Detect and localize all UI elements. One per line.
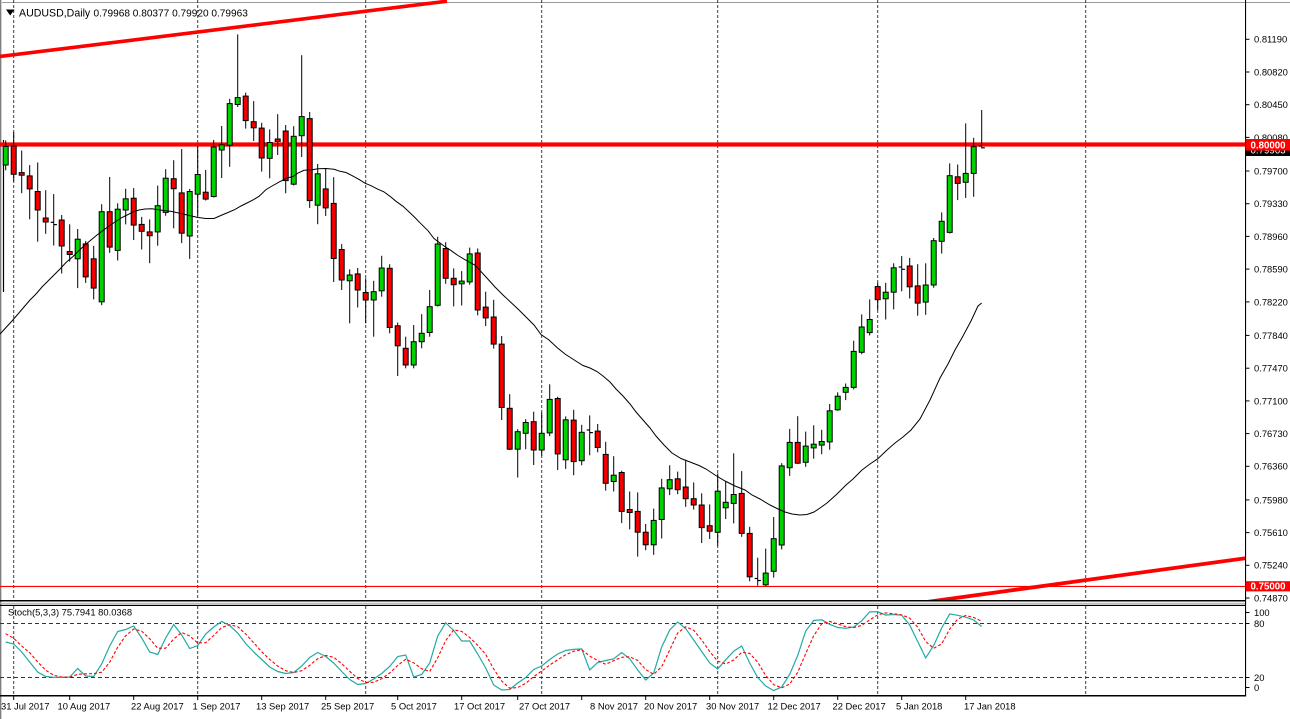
svg-text:0.80820: 0.80820: [1254, 66, 1288, 77]
svg-text:0.78960: 0.78960: [1254, 231, 1288, 242]
svg-text:0.79700: 0.79700: [1254, 165, 1288, 176]
svg-text:80: 80: [1254, 618, 1264, 629]
svg-text:5 Jan 2018: 5 Jan 2018: [896, 701, 942, 712]
svg-text:0.78220: 0.78220: [1254, 296, 1288, 307]
svg-text:0.79963: 0.79963: [1251, 146, 1286, 157]
svg-text:0.76360: 0.76360: [1254, 461, 1288, 472]
svg-text:0.77470: 0.77470: [1254, 363, 1288, 374]
svg-text:0: 0: [1254, 682, 1259, 693]
svg-text:22 Aug 2017: 22 Aug 2017: [131, 701, 184, 712]
svg-text:25 Sep 2017: 25 Sep 2017: [321, 701, 374, 712]
svg-text:0.77840: 0.77840: [1254, 330, 1288, 341]
svg-text:0.80000: 0.80000: [1251, 141, 1286, 152]
svg-text:0.80450: 0.80450: [1254, 99, 1288, 110]
svg-text:30 Nov 2017: 30 Nov 2017: [706, 701, 759, 712]
svg-text:31 Jul 2017: 31 Jul 2017: [1, 701, 49, 712]
svg-text:AUDUSD,Daily: AUDUSD,Daily: [19, 8, 91, 20]
svg-text:0.81190: 0.81190: [1254, 34, 1287, 45]
svg-text:20: 20: [1254, 672, 1264, 683]
svg-text:12 Dec 2017: 12 Dec 2017: [768, 701, 821, 712]
svg-text:17 Oct 2017: 17 Oct 2017: [454, 701, 505, 712]
svg-text:0.80080: 0.80080: [1254, 132, 1288, 143]
svg-text:8 Nov 2017: 8 Nov 2017: [590, 701, 638, 712]
svg-text:20 Nov 2017: 20 Nov 2017: [644, 701, 697, 712]
svg-text:0.75000: 0.75000: [1251, 582, 1286, 593]
svg-text:100: 100: [1254, 607, 1270, 618]
svg-text:27 Oct 2017: 27 Oct 2017: [519, 701, 570, 712]
svg-text:0.75240: 0.75240: [1254, 560, 1288, 571]
svg-text:Stoch(5,3,3) 75.7941 80.0368: Stoch(5,3,3) 75.7941 80.0368: [8, 606, 132, 617]
svg-text:17 Jan 2018: 17 Jan 2018: [964, 701, 1016, 712]
svg-text:0.75980: 0.75980: [1254, 494, 1288, 505]
svg-text:0.74870: 0.74870: [1254, 592, 1288, 603]
svg-text:0.78590: 0.78590: [1254, 264, 1288, 275]
svg-text:0.79968 0.80377 0.79920 0.7996: 0.79968 0.80377 0.79920 0.79963: [94, 9, 249, 20]
svg-text:1 Sep 2017: 1 Sep 2017: [193, 701, 241, 712]
svg-text:0.76730: 0.76730: [1254, 428, 1288, 439]
svg-text:5 Oct 2017: 5 Oct 2017: [391, 701, 437, 712]
svg-text:22 Dec 2017: 22 Dec 2017: [833, 701, 886, 712]
svg-text:0.79330: 0.79330: [1254, 198, 1288, 209]
svg-text:13 Sep 2017: 13 Sep 2017: [256, 701, 309, 712]
svg-text:0.75610: 0.75610: [1254, 527, 1288, 538]
svg-text:0.77100: 0.77100: [1254, 395, 1288, 406]
svg-text:10 Aug 2017: 10 Aug 2017: [58, 701, 111, 712]
